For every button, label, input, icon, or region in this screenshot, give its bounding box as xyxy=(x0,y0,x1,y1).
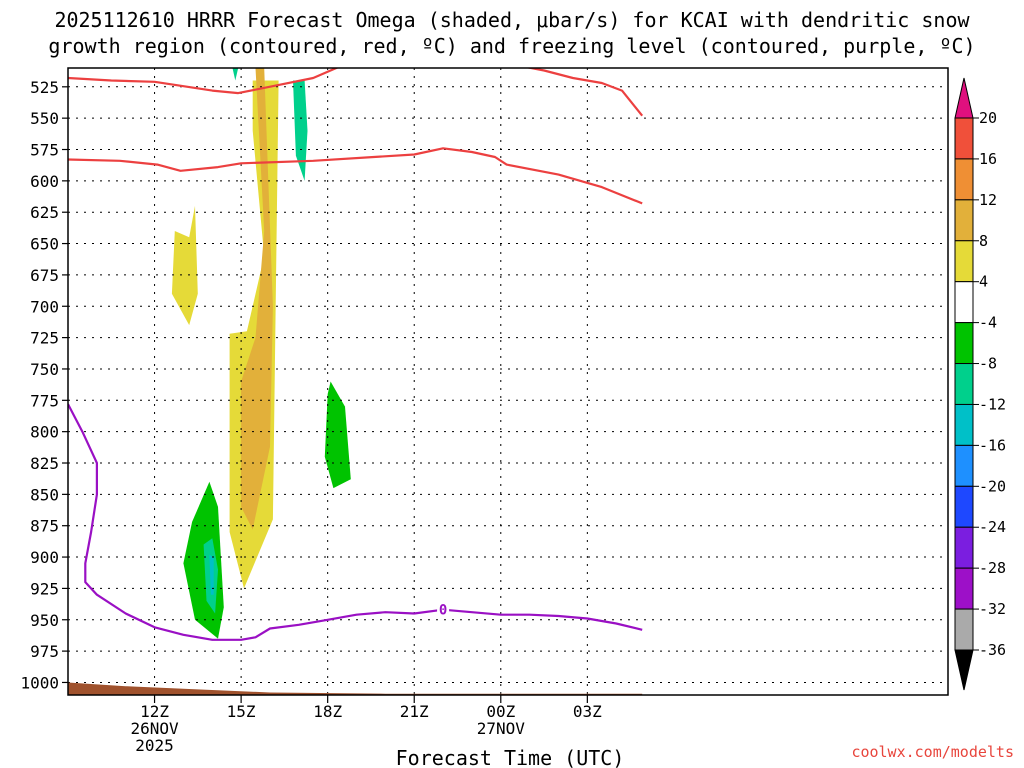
colorbar-swatch xyxy=(954,199,974,242)
x-tick-label: 03Z xyxy=(573,702,602,721)
contour-layer: 0 xyxy=(68,68,644,641)
colorbar-label: 20 xyxy=(979,109,997,127)
colorbar-label: -8 xyxy=(979,355,997,373)
x-tick-label: 26NOV xyxy=(130,719,179,738)
colorbar: 20 16 12 8 4 -4 -8 -12 -16 -20 -24 -28 -32 -36 xyxy=(954,77,1006,691)
x-tick-label: 15Z xyxy=(227,702,256,721)
y-tick-label: 525 xyxy=(30,78,59,97)
colorbar-bottom-arrow xyxy=(954,649,974,691)
dgz-upper-line xyxy=(68,68,340,95)
omega-region-neg-upper-column xyxy=(226,68,247,206)
colorbar-label: 12 xyxy=(979,191,997,209)
omega-region-neg-lower-blob-center xyxy=(209,554,214,595)
colorbar-label: -36 xyxy=(979,641,1006,659)
y-tick-label: 1000 xyxy=(20,673,59,692)
y-tick-label: 875 xyxy=(30,517,59,536)
y-tick-label: 775 xyxy=(30,391,59,410)
colorbar-swatch xyxy=(954,567,974,610)
colorbar-swatch xyxy=(954,403,974,446)
dgz-upper-right-line xyxy=(525,68,644,117)
y-tick-label: 675 xyxy=(30,266,59,285)
y-tick-label: 700 xyxy=(30,297,59,316)
colorbar-swatch xyxy=(954,117,974,160)
freezing-level-label: 0 xyxy=(439,603,447,619)
freezing-label-bg xyxy=(437,601,450,618)
omega-region-pos-left-column xyxy=(96,412,149,601)
freezing-level-line xyxy=(68,403,643,641)
colorbar-label: -4 xyxy=(979,314,997,332)
chart-title-line1: 2025112610 HRRR Forecast Omega (shaded, … xyxy=(54,8,970,32)
x-tick-label: 21Z xyxy=(400,702,429,721)
chart-title-line2: growth region (contoured, red, ºC) and f… xyxy=(48,34,975,58)
y-tick-label: 625 xyxy=(30,203,59,222)
plot-frame xyxy=(67,67,949,696)
x-axis-label: Forecast Time (UTC) xyxy=(396,746,625,768)
y-tick-label: 550 xyxy=(30,109,59,128)
plot-area: 0 xyxy=(67,67,949,696)
colorbar-swatch xyxy=(954,608,974,651)
y-tick-label: 975 xyxy=(30,642,59,661)
y-tick-label: 600 xyxy=(30,172,59,191)
colorbar-label: 8 xyxy=(979,232,988,250)
x-tick-label: 12Z xyxy=(140,702,169,721)
colorbar-swatch xyxy=(954,485,974,528)
y-tick-label: 725 xyxy=(30,329,59,348)
colorbar-label: -16 xyxy=(979,436,1006,454)
y-tick-label: 575 xyxy=(30,141,59,160)
dgz-lower-line xyxy=(68,147,643,205)
y-tick-label: 650 xyxy=(30,235,59,254)
colorbar-swatch xyxy=(954,158,974,201)
terrain-shading xyxy=(68,682,643,695)
omega-region-pos-small-20z xyxy=(396,500,409,573)
y-tick-label: 950 xyxy=(30,611,59,630)
grid-layer xyxy=(68,68,948,695)
y-tick-label: 825 xyxy=(30,454,59,473)
colorbar-top-arrow xyxy=(954,77,974,119)
colorbar-label: -12 xyxy=(979,395,1006,413)
x-tick-label: 18Z xyxy=(313,702,342,721)
credit-text: coolwx.com/modelts xyxy=(851,743,1014,761)
y-tick-label: 925 xyxy=(30,579,59,598)
colorbar-label: -24 xyxy=(979,518,1006,536)
x-tick-label: 2025 xyxy=(135,736,174,755)
colorbar-label: -28 xyxy=(979,559,1006,577)
omega-region-pos-upper-left-core xyxy=(171,205,198,326)
omega-region-neg-right-core xyxy=(324,381,351,489)
omega-shading-layer xyxy=(96,68,501,683)
y-axis-ticks: 525 550 575 600 625 650 675 700 725 750 775 800 825 8… xyxy=(20,78,68,692)
colorbar-swatch xyxy=(954,363,974,405)
omega-region-pos-plume-core xyxy=(241,68,273,530)
omega-region-pos-upper-tongue xyxy=(200,68,230,175)
y-tick-label: 850 xyxy=(30,485,59,504)
y-tick-label: 800 xyxy=(30,423,59,442)
colorbar-swatch xyxy=(954,240,974,283)
y-tick-label: 750 xyxy=(30,360,59,379)
x-tick-label: 27NOV xyxy=(477,719,526,738)
colorbar-label: 16 xyxy=(979,150,997,168)
x-tick-label: 00Z xyxy=(486,702,515,721)
terrain-layer xyxy=(68,682,643,695)
colorbar-swatch xyxy=(954,444,974,487)
colorbar-label: 4 xyxy=(979,273,988,291)
y-tick-label: 900 xyxy=(30,548,59,567)
omega-region-neg-upper-core xyxy=(232,68,239,81)
colorbar-swatch xyxy=(954,281,974,324)
colorbar-label: -20 xyxy=(979,477,1006,495)
colorbar-swatch xyxy=(954,526,974,569)
omega-region-neg-right-top-core xyxy=(293,80,308,181)
omega-region-pos-small-2330z xyxy=(483,331,501,420)
colorbar-label: -32 xyxy=(979,600,1006,618)
colorbar-swatch xyxy=(954,322,974,365)
